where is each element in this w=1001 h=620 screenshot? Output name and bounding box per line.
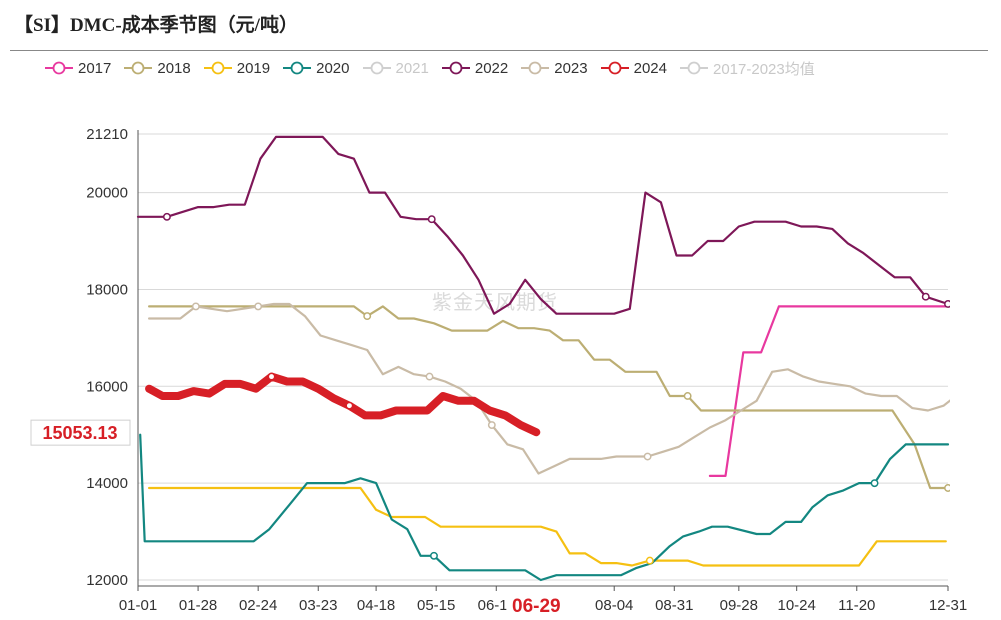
x-tick-label: 12-31 (929, 597, 967, 614)
series-marker-2022 (427, 215, 436, 224)
x-tick-label: 09-28 (720, 597, 758, 614)
series-marker-2023 (425, 372, 434, 381)
legend-marker-icon (521, 61, 550, 75)
series-marker-2024 (267, 372, 276, 381)
y-tick-label: 21210 (86, 126, 128, 143)
legend-label: 2017 (78, 59, 112, 77)
legend-item-2017[interactable]: 2017 (44, 60, 111, 77)
y-tick-label: 14000 (86, 475, 128, 492)
series-marker-2020 (430, 551, 438, 560)
series-line-2023 (148, 302, 950, 475)
y-tick-label: 18000 (86, 281, 128, 298)
title-divider (10, 50, 988, 51)
series-marker-2023 (191, 302, 200, 311)
series-marker-2022 (944, 300, 950, 308)
legend-item-2018[interactable]: 2018 (123, 59, 191, 77)
x-tick-label: 05-15 (417, 597, 455, 614)
watermark: 紫金天风期货 (432, 292, 558, 314)
y-tick-label: 12000 (86, 572, 128, 589)
x-tick-label: 10-24 (777, 597, 815, 614)
series-line-2020 (139, 433, 950, 582)
legend-label: 2017-2023均值 (713, 60, 815, 78)
legend-marker-icon (600, 61, 629, 75)
legend-label: 2022 (474, 59, 509, 77)
legend-marker-icon (680, 61, 708, 75)
x-tick-label: 01-01 (119, 597, 157, 614)
legend-item-2024[interactable]: 2024 (600, 60, 667, 77)
legend-label: 2024 (633, 59, 667, 77)
legend-item-2020[interactable]: 2020 (282, 59, 350, 77)
legend-marker-icon (283, 61, 312, 75)
x-tick-label: 11-20 (838, 597, 875, 614)
highlight-x-bg (506, 592, 567, 616)
series-line-2018 (148, 305, 950, 490)
x-tick-label: 02-24 (239, 597, 277, 614)
legend-marker-icon (362, 61, 391, 75)
legend: 2017 2018 2019 2020 2021 2022 2023 2024 2017-202… (44, 56, 815, 80)
legend-item-2021[interactable]: 2021 (362, 60, 429, 77)
x-tick-label: 08-31 (655, 597, 693, 614)
x-tick-label: 08-04 (595, 597, 633, 614)
series-marker-2024 (345, 401, 354, 410)
x-tick-label: 06-11 (478, 597, 515, 614)
y-tick-label: 16000 (86, 378, 128, 395)
series-marker-2022 (921, 292, 930, 301)
legend-label: 2020 (316, 59, 350, 77)
legend-item-2019[interactable]: 2019 (203, 60, 270, 77)
series-marker-2020 (870, 479, 879, 488)
legend-marker-icon (441, 61, 470, 75)
x-tick-label: 04-18 (357, 597, 395, 614)
series-marker-2018 (944, 484, 950, 492)
legend-item-2017-2023均值[interactable]: 2017-2023均值 (679, 58, 815, 79)
series-marker-2019 (645, 556, 654, 565)
series-line-2022 (136, 135, 950, 315)
x-tick-label: 01-28 (179, 597, 217, 614)
legend-label: 2021 (395, 59, 429, 77)
series-marker-2018 (363, 312, 372, 321)
highlight-y-box (30, 419, 131, 446)
highlight-y-label: 15053.13 (42, 423, 117, 443)
series-marker-2023 (254, 302, 263, 311)
legend-marker-icon (45, 61, 73, 75)
legend-marker-icon (203, 61, 232, 75)
series-line-2019 (148, 486, 947, 567)
legend-label: 2018 (157, 59, 191, 77)
series-marker-2018 (683, 392, 692, 400)
series-marker-2023 (643, 452, 652, 461)
legend-item-2022[interactable]: 2022 (441, 60, 508, 77)
series-line-2024 (145, 372, 541, 437)
series-line-2017 (708, 305, 950, 477)
y-tick-label: 20000 (86, 185, 128, 202)
series-marker-2022 (162, 212, 171, 221)
highlight-x-label: 06-29 (512, 596, 561, 617)
series-group (136, 135, 950, 582)
legend-label: 2023 (554, 59, 588, 77)
legend-label: 2019 (236, 59, 271, 77)
series-marker-2023 (487, 421, 496, 429)
legend-marker-icon (124, 61, 153, 75)
legend-item-2023[interactable]: 2023 (520, 59, 588, 77)
x-tick-label: 03-23 (299, 597, 337, 614)
chart-title: 【SI】DMC-成本季节图（元/吨） (14, 15, 298, 36)
